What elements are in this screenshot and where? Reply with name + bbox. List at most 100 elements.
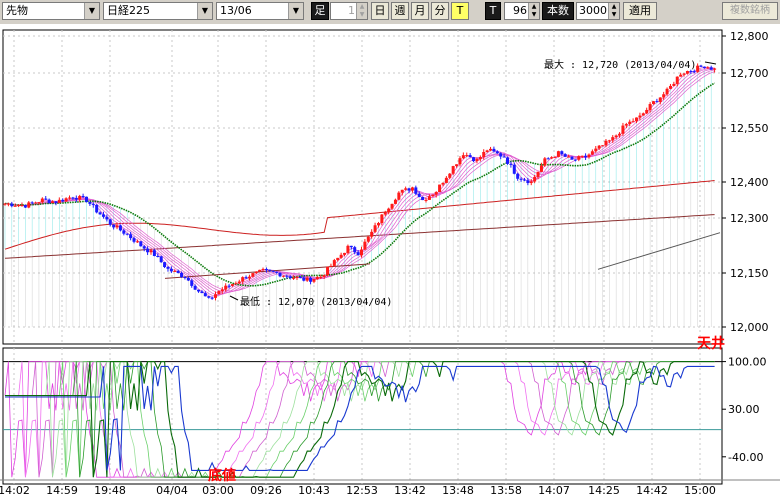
- x-tick-label: 13:48: [442, 484, 474, 497]
- min-annotation: 最低 : 12,070 (2013/04/04): [240, 295, 392, 308]
- candle-body: [587, 154, 591, 158]
- candle-body: [61, 199, 65, 202]
- candle-body: [112, 224, 116, 228]
- candle-body: [217, 291, 221, 295]
- candle-body: [288, 276, 292, 279]
- t-value: 96: [513, 4, 527, 17]
- bars-stepper[interactable]: 3000 ▲ ▼: [576, 2, 620, 20]
- candle-body: [227, 285, 231, 287]
- candle-body: [434, 192, 438, 195]
- x-tick-label: 13:42: [394, 484, 426, 497]
- candle-body: [322, 275, 326, 277]
- ashi-value: 1: [348, 4, 355, 17]
- oscillator-line: [5, 361, 715, 478]
- candle-body: [696, 65, 700, 72]
- candle-body: [135, 241, 139, 243]
- bars-value: 3000: [579, 4, 607, 17]
- candle-body: [468, 155, 472, 158]
- candle-body: [84, 196, 88, 202]
- candle-body: [621, 125, 625, 134]
- candle-body: [635, 117, 639, 122]
- stepper-arrows-icon[interactable]: ▲ ▼: [528, 3, 539, 19]
- candle-body: [448, 173, 452, 178]
- candle-body: [427, 196, 431, 200]
- minute-button[interactable]: 分: [431, 2, 449, 20]
- candle-body: [30, 202, 34, 204]
- candle-body: [44, 198, 48, 200]
- candle-body: [668, 85, 672, 89]
- candle-body: [485, 150, 489, 152]
- candle-body: [570, 156, 574, 160]
- candle-body: [268, 269, 272, 271]
- candle-body: [190, 280, 194, 286]
- candle-body: [424, 199, 428, 201]
- candle-body: [47, 199, 51, 204]
- candle-body: [390, 203, 394, 209]
- candle-body: [122, 230, 126, 234]
- candle-body: [492, 148, 496, 152]
- candle-body: [563, 154, 567, 157]
- candle-body: [176, 270, 180, 273]
- tick-button[interactable]: T: [451, 2, 469, 20]
- multi-symbol-button[interactable]: 複数銘柄: [722, 2, 778, 20]
- candle-body: [20, 205, 24, 207]
- market-select[interactable]: 先物 ▼: [2, 2, 100, 20]
- candle-body: [543, 158, 547, 166]
- candle-body: [438, 184, 442, 193]
- candle-body: [197, 289, 201, 292]
- candle-body: [13, 205, 17, 207]
- x-tick-label: 14:25: [588, 484, 620, 497]
- candle-body: [489, 148, 493, 151]
- apply-button[interactable]: 適用: [623, 2, 657, 20]
- x-tick-label: 15:00: [684, 484, 716, 497]
- candle-body: [546, 158, 550, 160]
- t-stepper[interactable]: 96 ▲ ▼: [504, 2, 540, 20]
- stepper-arrows-icon[interactable]: ▲ ▼: [356, 3, 367, 19]
- chart-area[interactable]: 12,800 12,700 12,550 12,400 12,300 12,150 12,0…: [0, 24, 780, 500]
- candle-body: [706, 67, 710, 69]
- candle-body: [662, 94, 666, 98]
- chevron-down-icon: ▼: [288, 3, 303, 19]
- oscillator-line: [5, 361, 715, 478]
- x-tick-label: 12:53: [346, 484, 378, 497]
- candle-body: [298, 277, 302, 279]
- ashi-stepper[interactable]: 1 ▲ ▼: [330, 2, 368, 20]
- candle-body: [682, 73, 686, 75]
- x-tick-label: 10:43: [298, 484, 330, 497]
- day-button[interactable]: 日: [371, 2, 389, 20]
- oscillator-panel: [3, 360, 722, 478]
- candle-body: [699, 65, 703, 67]
- candle-body: [526, 180, 530, 184]
- candle-body: [193, 285, 197, 290]
- candle-body: [380, 214, 384, 224]
- candle-body: [536, 171, 540, 177]
- osc-tick-label: 100.00: [728, 356, 767, 369]
- candle-body: [607, 140, 611, 142]
- candle-body: [244, 277, 248, 279]
- candle-body: [651, 101, 655, 105]
- candle-body: [475, 159, 479, 162]
- x-tick-label: 14:02: [0, 484, 30, 497]
- candle-body: [363, 241, 367, 250]
- stepper-arrows-icon[interactable]: ▲ ▼: [608, 3, 619, 19]
- candle-body: [397, 192, 401, 200]
- candle-body: [234, 283, 238, 285]
- x-tick-label: 14:07: [538, 484, 570, 497]
- candle-body: [455, 164, 459, 167]
- candle-body: [261, 268, 265, 270]
- candle-body: [169, 268, 173, 272]
- max-annotation: 最大 : 12,720 (2013/04/04): [544, 58, 696, 71]
- candle-body: [553, 156, 557, 158]
- index-select[interactable]: 日経225 ▼: [103, 2, 213, 20]
- candle-body: [64, 198, 68, 202]
- candle-body: [482, 151, 486, 158]
- contract-select[interactable]: 13/06 ▼: [216, 2, 304, 20]
- candle-body: [597, 145, 601, 149]
- candle-body: [210, 297, 214, 299]
- ashi-label: 足: [311, 2, 329, 20]
- candle-body: [166, 267, 170, 269]
- month-button[interactable]: 月: [411, 2, 429, 20]
- candle-body: [366, 236, 370, 242]
- week-button[interactable]: 週: [391, 2, 409, 20]
- candle-body: [465, 155, 469, 157]
